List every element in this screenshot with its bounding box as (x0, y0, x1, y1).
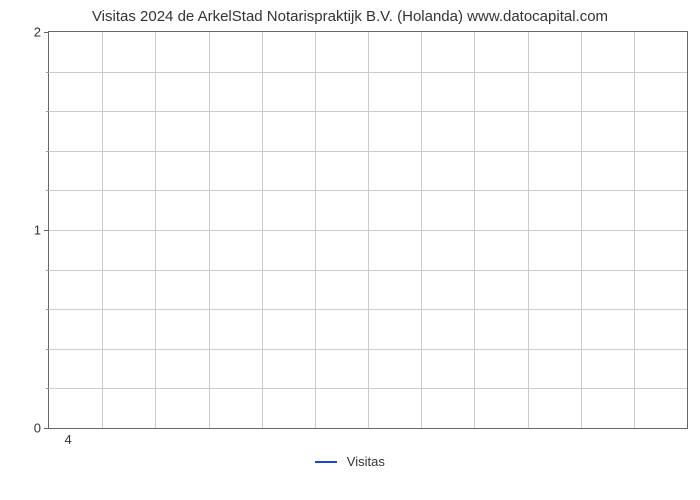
grid-line-v (155, 32, 156, 428)
grid-line-v (102, 32, 103, 428)
grid-line-v (421, 32, 422, 428)
y-tick-mark (44, 428, 49, 429)
y-minor-tick-mark (46, 72, 49, 73)
y-minor-tick-mark (46, 190, 49, 191)
grid-line-v (634, 32, 635, 428)
grid-line-v (581, 32, 582, 428)
chart-container: Visitas 2024 de ArkelStad Notarispraktij… (0, 8, 700, 488)
y-minor-tick-mark (46, 111, 49, 112)
y-minor-tick-mark (46, 388, 49, 389)
x-tick-label: 4 (65, 428, 72, 447)
y-minor-tick-mark (46, 151, 49, 152)
y-tick-mark (44, 32, 49, 33)
y-minor-tick-mark (46, 270, 49, 271)
grid-line-v (528, 32, 529, 428)
grid-line-v (474, 32, 475, 428)
chart-title: Visitas 2024 de ArkelStad Notarispraktij… (0, 8, 700, 25)
grid-line-v (209, 32, 210, 428)
grid-line-v (262, 32, 263, 428)
y-tick-mark (44, 230, 49, 231)
legend-label: Visitas (347, 454, 385, 469)
grid-line-v (368, 32, 369, 428)
legend: Visitas (0, 453, 700, 469)
grid-line-v (315, 32, 316, 428)
plot-wrap: 0124 (48, 31, 688, 451)
plot-area: 0124 (48, 31, 688, 429)
legend-swatch (315, 461, 337, 463)
y-minor-tick-mark (46, 349, 49, 350)
y-minor-tick-mark (46, 309, 49, 310)
